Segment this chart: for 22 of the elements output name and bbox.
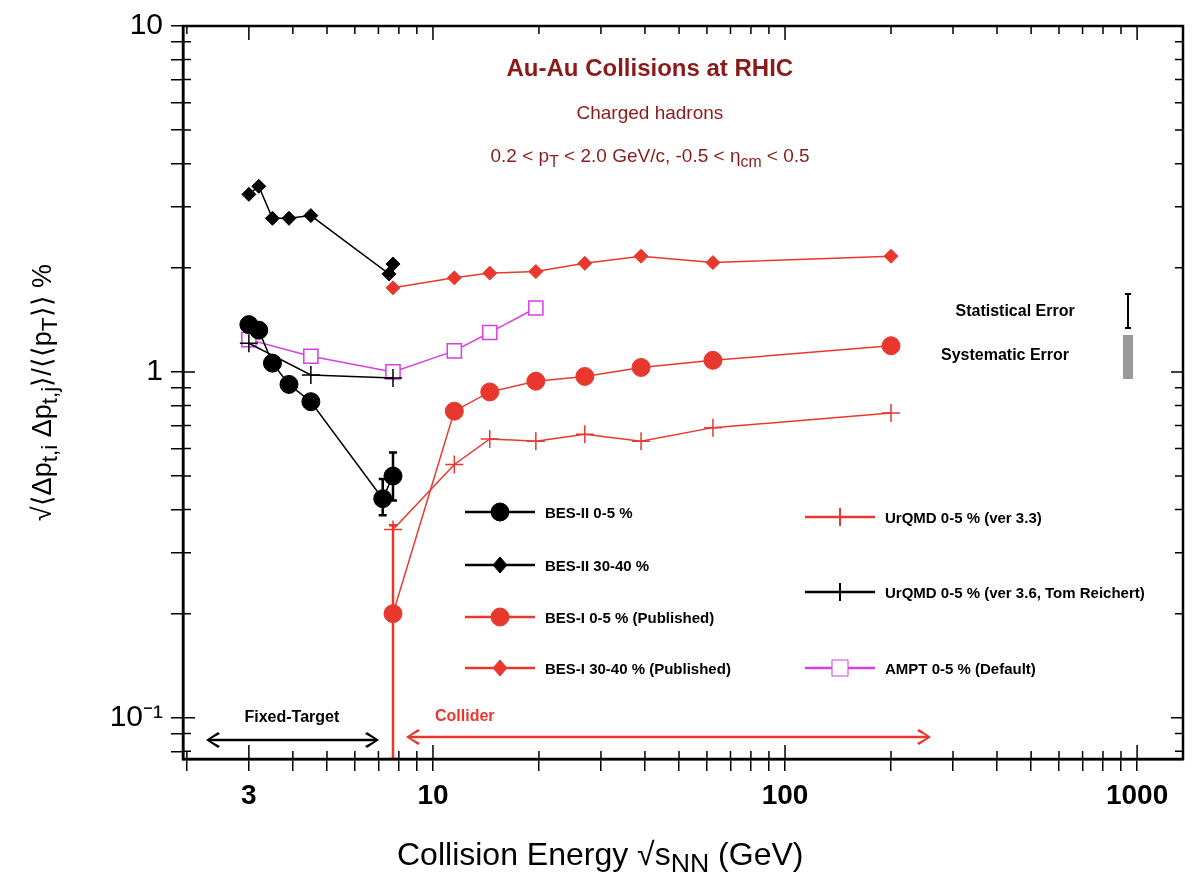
annotation: Systematic Error — [941, 346, 1070, 364]
legend-label: UrQMD 0-5 % (ver 3.3) — [885, 508, 1042, 526]
x-tick-label: 10 — [417, 778, 449, 810]
x-tick-label: 3 — [241, 778, 257, 810]
legend-label: BES-I 0-5 % (Published) — [545, 608, 715, 626]
legend-label: BES-II 0-5 % — [545, 503, 633, 521]
y-tick-label: 10 — [129, 7, 163, 41]
annotation: Statistical Error — [955, 302, 1075, 320]
annotation: Collider — [435, 707, 495, 725]
legend-label: BES-II 30-40 % — [545, 556, 650, 574]
x-tick-label: 1000 — [1105, 778, 1169, 810]
x-tick-label: 100 — [761, 778, 809, 810]
y-tick-label: 10⁻¹ — [109, 699, 164, 733]
annotation: 0.2 < p$_{T}$ < 2.0 GeV/c, -0.5 < η$_{cm}$ < 0.5 — [490, 145, 810, 171]
x-axis-title: Collision Energy √s$_{NN}$ (GeV) — [397, 836, 804, 879]
legend-label: BES-I 30-40 % (Published) — [545, 659, 731, 677]
annotation: Fixed-Target — [244, 708, 340, 726]
y-tick-label: 1 — [146, 353, 163, 387]
text: Au-Au Collisions at RHIC — [506, 54, 794, 82]
legend-label: UrQMD 0-5 % (ver 3.6, Tom Reichert) — [885, 583, 1145, 601]
text: Charged hadrons — [576, 101, 724, 124]
legend-label: AMPT 0-5 % (Default) — [885, 659, 1036, 677]
